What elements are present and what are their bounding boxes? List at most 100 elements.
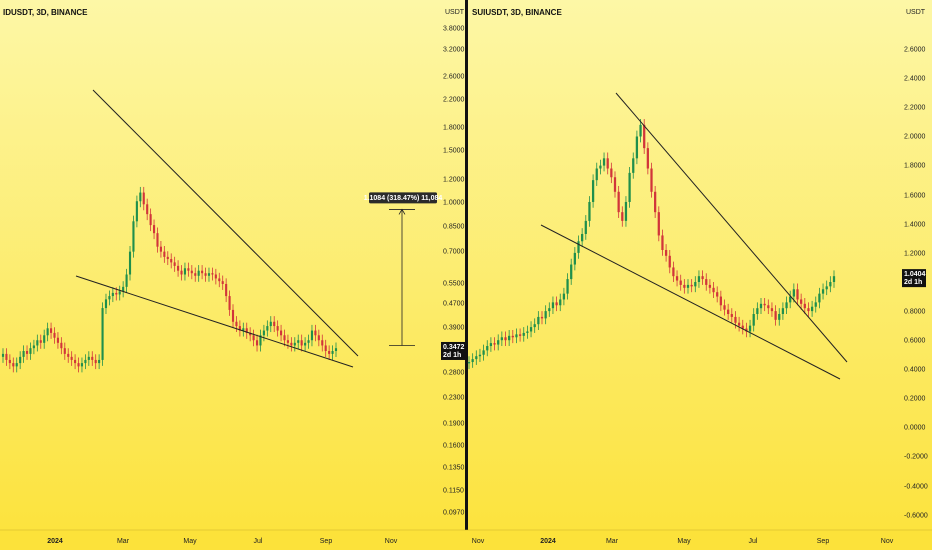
candle-body [544, 311, 547, 319]
candle-body [91, 356, 94, 360]
candle-body [180, 270, 183, 275]
candle-body [595, 168, 598, 181]
price-tag-countdown: 2d 1h [904, 279, 922, 286]
candle-body [67, 353, 70, 357]
candle-body [730, 314, 733, 317]
candle-body [774, 311, 777, 320]
x-tick-label: Nov [881, 538, 894, 545]
candle-body [504, 337, 507, 341]
candle-body [591, 180, 595, 202]
candle-body [497, 340, 500, 345]
right-price-axis[interactable]: USDT 2.6000 2.4000 2.2000 2.0000 1.8000 1.600… [902, 9, 928, 520]
candle-body [778, 314, 781, 320]
candle-body [559, 299, 562, 306]
candle-body [759, 303, 763, 309]
y-tick-label: -0.4000 [904, 484, 928, 491]
y-tick-label: 0.2800 [443, 370, 465, 377]
y-tick-label: 1.0000 [443, 200, 465, 207]
candle-body [818, 293, 821, 303]
x-tick-label: May [677, 538, 691, 545]
candle-body [276, 326, 279, 331]
candle-body [770, 308, 774, 312]
candle-body [745, 328, 748, 332]
trendline-resistance [615, 92, 848, 363]
left-candles [1, 186, 338, 373]
candle-body [832, 276, 836, 282]
candle-body [727, 309, 730, 315]
y-tick-label: 1.4000 [904, 222, 926, 229]
candle-body [679, 280, 682, 285]
left-x-tick-labels[interactable]: 2024 Mar May Jul Sep Nov [47, 538, 398, 545]
pane-divider[interactable] [465, 0, 468, 550]
candle-body [19, 356, 22, 364]
candle-body [785, 302, 788, 309]
candle-body [214, 274, 217, 279]
candle-body [115, 292, 118, 295]
candle-body [242, 328, 245, 331]
candle-body [690, 284, 693, 287]
y-tick-label: 0.1150 [443, 488, 464, 495]
candle-body [84, 359, 87, 364]
y-tick-label: 2.0000 [904, 134, 926, 141]
candle-body [197, 270, 200, 276]
candle-body [639, 124, 642, 137]
candle-body [566, 279, 569, 294]
candle-body [471, 359, 474, 363]
candle-body [686, 284, 690, 288]
candle-body [654, 191, 657, 213]
candle-body [317, 335, 320, 341]
x-tick-label: May [183, 538, 197, 545]
candle-body [796, 289, 799, 300]
trendline-support [540, 224, 841, 380]
candle-body [39, 340, 42, 343]
candle-body [475, 356, 478, 360]
candle-body [482, 350, 485, 355]
y-tick-label: 1.8000 [904, 163, 926, 170]
candle-body [767, 305, 770, 309]
candle-body [56, 337, 59, 343]
candle-body [610, 168, 613, 178]
x-tick-label: Nov [385, 538, 398, 545]
left-y-tick-labels: 3.8000 3.2000 2.6000 2.2000 1.8000 1.5000 1.20… [443, 26, 465, 517]
candle-body [211, 273, 214, 275]
candle-body [584, 220, 587, 234]
candle-body [269, 321, 272, 327]
candle-body [716, 292, 719, 297]
measure-label-box [369, 192, 437, 204]
candle-body [526, 331, 529, 333]
candle-body [173, 262, 176, 266]
price-tag-value: 0.3472 [443, 344, 465, 351]
y-tick-label: 0.8000 [904, 309, 926, 316]
left-price-axis[interactable]: USDT 3.8000 3.2000 2.6000 2.2000 1.8000 1.500… [441, 9, 465, 517]
right-chart-pane[interactable]: SUIUSDT, 3D, BINANCE [467, 8, 848, 380]
candle-body [508, 335, 511, 341]
price-tag-countdown: 2d 1h [443, 352, 461, 359]
candle-body [238, 326, 241, 331]
candle-body [606, 158, 609, 169]
candle-body [111, 292, 114, 297]
candle-body [262, 330, 265, 336]
right-x-tick-labels[interactable]: Nov 2024 Mar May Jul Sep Nov [472, 538, 894, 545]
x-tick-label: 2024 [47, 538, 63, 545]
y-tick-label: 2.4000 [904, 76, 926, 83]
x-tick-label: 2024 [540, 538, 556, 545]
price-tag-value: 1.0404 [904, 271, 926, 278]
right-candles [467, 119, 836, 370]
candle-body [201, 270, 204, 274]
candle-body [314, 330, 317, 336]
candle-body [621, 212, 624, 221]
candle-body [551, 302, 555, 309]
y-tick-label: -0.2000 [904, 454, 928, 461]
candle-body [190, 270, 193, 274]
candle-body [719, 296, 722, 306]
candle-body [118, 291, 121, 295]
candle-body [286, 340, 290, 343]
left-chart-pane[interactable]: 1.1084 (318.47%) 11,084 IDUSDT, 3D, BINA… [1, 8, 443, 373]
y-tick-label: 0.1900 [443, 421, 465, 428]
left-measure-tool[interactable]: 1.1084 (318.47%) 11,084 [364, 192, 443, 346]
candle-body [152, 225, 156, 234]
candle-body [467, 362, 471, 364]
candle-body [207, 273, 211, 276]
candle-body [290, 342, 293, 346]
